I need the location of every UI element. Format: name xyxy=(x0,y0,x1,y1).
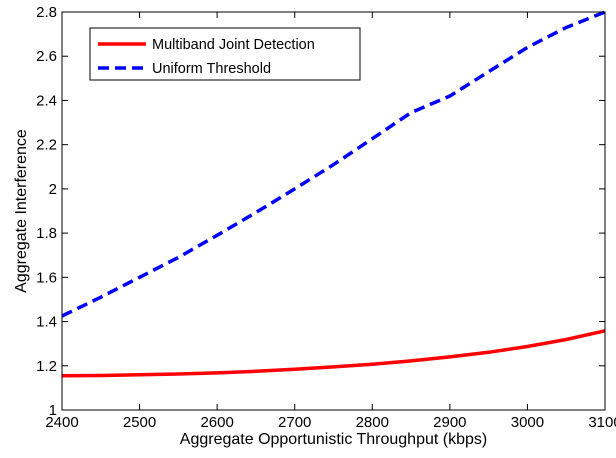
axis-ticks: 2400 2500 2600 2700 2800 2900 3000 3100 1 1.2 1.4 1… xyxy=(36,4,616,431)
x-tick-label: 2500 xyxy=(123,414,156,431)
series-line-multiband-joint-detection xyxy=(61,329,606,378)
legend-box xyxy=(89,27,361,81)
x-tick-label: 3000 xyxy=(511,414,544,431)
series-lines xyxy=(61,10,606,378)
y-tick-label: 2.6 xyxy=(36,48,57,65)
y-tick-label: 1.6 xyxy=(36,269,57,286)
x-tick-label: 2400 xyxy=(45,414,78,431)
y-tick-label: 2.4 xyxy=(36,92,57,109)
x-tick-label: 2600 xyxy=(200,414,233,431)
series-line-uniform-threshold xyxy=(61,10,606,318)
x-tick-label: 2800 xyxy=(356,414,389,431)
x-tick-label: 3100 xyxy=(588,414,616,431)
y-tick-label: 2.8 xyxy=(36,4,57,21)
y-tick-label: 1 xyxy=(49,402,57,419)
y-tick-label: 1.2 xyxy=(36,358,57,375)
y-tick-label: 1.4 xyxy=(36,314,57,331)
y-tick-label: 1.8 xyxy=(36,225,57,242)
legend-label-uniform-threshold: Uniform Threshold xyxy=(152,61,271,77)
plot-area-frame xyxy=(61,11,606,411)
x-axis-label: Aggregate Opportunistic Throughput (kbps… xyxy=(180,431,487,448)
legend: Multiband Joint Detection Uniform Thresh… xyxy=(89,27,361,81)
x-tick-label: 2700 xyxy=(278,414,311,431)
legend-label-multiband-joint-detection: Multiband Joint Detection xyxy=(152,37,315,53)
y-tick-label: 2 xyxy=(49,181,57,198)
x-tick-label: 2900 xyxy=(433,414,466,431)
y-tick-label: 2.2 xyxy=(36,137,57,154)
y-axis-label: Aggregate Interference xyxy=(13,129,30,293)
